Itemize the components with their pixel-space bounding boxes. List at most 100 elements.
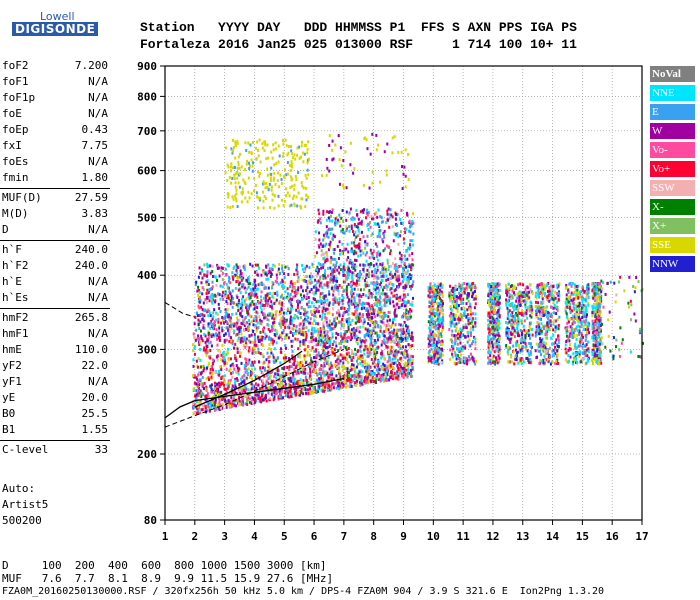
legend-item: E: [650, 104, 695, 120]
y-tick-label: 600: [137, 165, 157, 178]
y-tick-label: 200: [137, 448, 157, 461]
param-divider: [0, 308, 110, 309]
profile-curve-dashed-high: [164, 301, 195, 318]
legend-item: W: [650, 123, 695, 139]
param-value: 240.0: [74, 259, 108, 272]
param-row: foF1 N/A: [2, 75, 108, 89]
param-row: foEs N/A: [2, 155, 108, 169]
y-tick-label: 500: [137, 212, 157, 225]
echo-traces: [191, 132, 644, 416]
param-row: foE N/A: [2, 107, 108, 121]
param-name: h`Es: [2, 291, 29, 304]
param-name: foE: [2, 107, 22, 120]
legend-item: NNE: [650, 85, 695, 101]
param-value: 27.59: [74, 191, 108, 204]
param-value: 240.0: [74, 243, 108, 256]
x-tick-label: 10: [427, 530, 440, 543]
param-name: foEs: [2, 155, 29, 168]
param-name: MUF(D): [2, 191, 42, 204]
param-name: hmF2: [2, 311, 29, 324]
param-value: 110.0: [74, 343, 108, 356]
param-name: yF2: [2, 359, 22, 372]
x-tick-label: 2: [192, 530, 199, 543]
param-row: h`F2 240.0: [2, 259, 108, 273]
x-tick-label: 15: [576, 530, 589, 543]
y-tick-label: 800: [137, 90, 157, 103]
footer-distance-row: D 100 200 400 600 800 1000 1500 3000 [km…: [2, 559, 327, 572]
trace-curve: [194, 350, 303, 408]
param-name: foF2: [2, 59, 29, 72]
param-value: 7.200: [74, 59, 108, 72]
x-tick-label: 4: [251, 530, 258, 543]
param-name: hmE: [2, 343, 22, 356]
x-tick-label: 6: [311, 530, 318, 543]
legend-item: SSE: [650, 237, 695, 253]
param-divider: [0, 440, 110, 441]
param-name: B1: [2, 423, 16, 436]
param-value: 1.55: [81, 423, 109, 436]
legend-item: X+: [650, 218, 695, 234]
y-tick-label: 900: [137, 60, 157, 73]
x-tick-label: 3: [221, 530, 228, 543]
param-value: 22.0: [81, 359, 109, 372]
param-row: foEp 0.43: [2, 123, 108, 137]
param-row: hmF2 265.8: [2, 311, 108, 325]
x-tick-label: 8: [370, 530, 377, 543]
profile-curve-dashed-low: [164, 348, 345, 428]
x-tick-label: 13: [516, 530, 529, 543]
x-tick-label: 9: [400, 530, 407, 543]
footer-muf-row: MUF 7.6 7.7 8.1 8.9 9.9 11.5 15.9 27.6 […: [2, 572, 334, 585]
lowell-logo-text: Lowell: [40, 10, 75, 23]
param-value: N/A: [88, 275, 108, 288]
param-divider: [0, 188, 110, 189]
param-value: N/A: [88, 155, 108, 168]
y-tick-label: 300: [137, 343, 157, 356]
param-row: foF2 7.200: [2, 59, 108, 73]
param-row: yF1 N/A: [2, 375, 108, 389]
header-row-labels: Station YYYY DAY DDD HHMMSS P1 FFS S AXN…: [140, 20, 577, 35]
profile-curve-lower: [164, 377, 345, 419]
param-row: yF2 22.0: [2, 359, 108, 373]
plot-frame: [164, 65, 643, 521]
param-name: h`F: [2, 243, 22, 256]
legend-item: X-: [650, 199, 695, 215]
param-row: foF1p N/A: [2, 91, 108, 105]
param-value: 0.43: [81, 123, 109, 136]
auto-artist: Artist5: [2, 498, 49, 511]
legend-item: Vo-: [650, 142, 695, 158]
param-row: M(D) 3.83: [2, 207, 108, 221]
legend-item: SSW: [650, 180, 695, 196]
param-name: fxI: [2, 139, 22, 152]
param-value: 3.83: [81, 207, 109, 220]
x-tick-label: 1: [162, 530, 169, 543]
param-row: B0 25.5: [2, 407, 108, 421]
y-tick-label: 400: [137, 269, 157, 282]
param-name: foF1p: [2, 91, 36, 104]
auto-label: Auto:: [2, 482, 36, 495]
param-row: fxI 7.75: [2, 139, 108, 153]
legend-item: NNW: [650, 256, 695, 272]
param-name: h`F2: [2, 259, 29, 272]
header-row-values: Fortaleza 2016 Jan25 025 013000 RSF 1 71…: [140, 37, 577, 52]
auto-code: 500200: [2, 514, 42, 527]
param-row: yE 20.0: [2, 391, 108, 405]
x-tick-label: 12: [486, 530, 499, 543]
param-row: h`F 240.0: [2, 243, 108, 257]
param-row: h`E N/A: [2, 275, 108, 289]
x-tick-label: 17: [635, 530, 648, 543]
x-tick-label: 14: [546, 530, 560, 543]
param-row: hmF1 N/A: [2, 327, 108, 341]
param-row: fmin 1.80: [2, 171, 108, 185]
x-tick-label: 16: [606, 530, 620, 543]
param-value: N/A: [88, 223, 108, 236]
param-value: N/A: [88, 291, 108, 304]
y-tick-label: 80: [144, 514, 157, 527]
param-value: N/A: [88, 327, 108, 340]
param-row: B1 1.55: [2, 423, 108, 437]
x-tick-label: 5: [281, 530, 288, 543]
param-value: 1.80: [81, 171, 109, 184]
legend-item: Vo+: [650, 161, 695, 177]
param-name: hmF1: [2, 327, 29, 340]
param-row: hmE 110.0: [2, 343, 108, 357]
param-value: N/A: [88, 107, 108, 120]
